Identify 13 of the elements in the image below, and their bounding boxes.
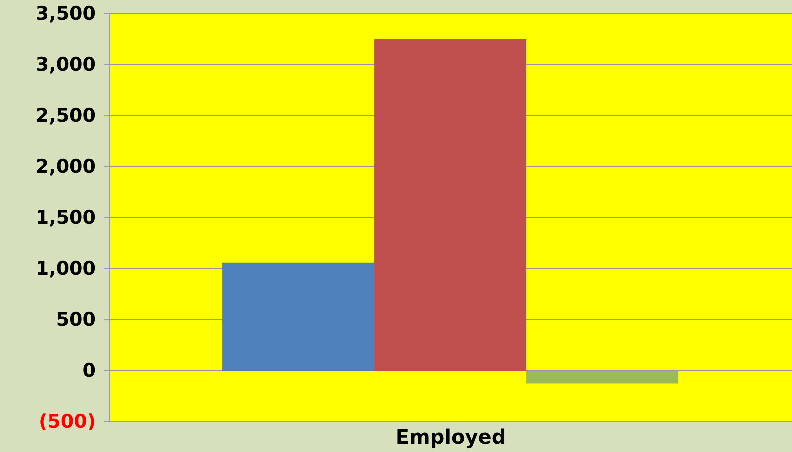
- y-tick-label: 3,000: [36, 54, 96, 76]
- bar: [526, 371, 679, 384]
- y-tick-label: 1,500: [36, 207, 96, 229]
- y-tick-label: 2,500: [36, 105, 96, 127]
- y-tick-label: 500: [56, 309, 96, 331]
- y-tick-label: 2,000: [36, 156, 96, 178]
- bar: [374, 40, 527, 371]
- y-tick-label: (500): [38, 411, 96, 433]
- y-tick-label: 1,000: [36, 258, 96, 280]
- y-tick-label: 3,500: [36, 3, 96, 25]
- y-tick-label: 0: [82, 360, 96, 382]
- x-tick-label: Employed: [396, 425, 506, 450]
- bar: [222, 262, 375, 371]
